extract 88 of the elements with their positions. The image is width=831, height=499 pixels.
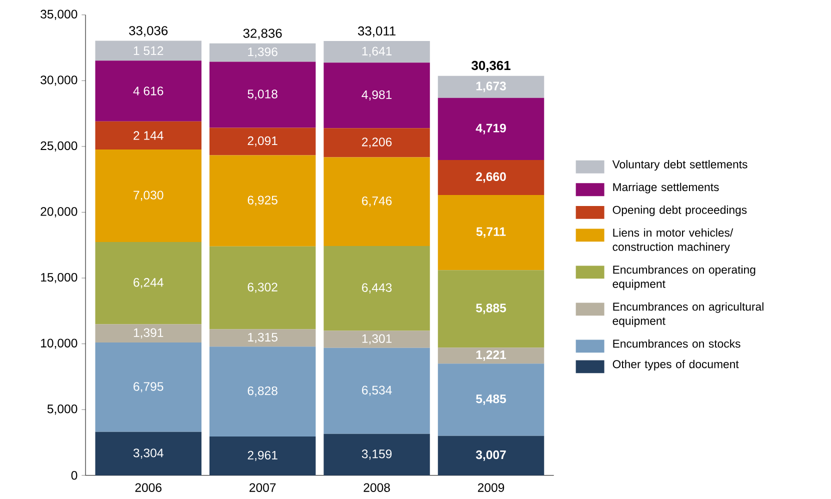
bar — [209, 329, 316, 347]
data-label: 4,719 — [476, 124, 506, 134]
data-label: 4,981 — [362, 90, 392, 101]
y-tick-label: 35,000 — [40, 10, 78, 20]
bar — [438, 76, 544, 98]
data-label: 6,795 — [134, 382, 164, 392]
data-label: 1,221 — [476, 350, 506, 362]
bar — [209, 128, 316, 156]
bar — [324, 62, 430, 128]
bar — [209, 346, 316, 437]
bar — [95, 342, 202, 432]
bar — [209, 436, 316, 476]
data-label: 5,885 — [476, 304, 506, 314]
data-label: 2,660 — [476, 172, 506, 183]
bar — [438, 160, 544, 196]
data-label: 3,304 — [133, 448, 164, 459]
bar — [438, 436, 544, 476]
y-tick-label: 15,000 — [41, 273, 78, 284]
data-label: 5,485 — [476, 394, 506, 406]
bar — [95, 60, 202, 122]
total-label: 30,361 — [472, 61, 510, 72]
data-label: 2,206 — [362, 138, 392, 148]
bar — [438, 364, 544, 436]
x-tick-label: 2007 — [250, 483, 276, 492]
y-tick-label: 0 — [71, 471, 78, 480]
bar — [209, 44, 316, 62]
total-label: 33,036 — [129, 26, 168, 37]
bar — [324, 348, 430, 434]
bar — [438, 270, 544, 348]
bar — [209, 246, 316, 330]
data-label: 2 144 — [134, 131, 164, 140]
data-label: 6,828 — [248, 386, 278, 397]
x-tick-label: 2009 — [478, 483, 504, 492]
bar — [324, 434, 430, 476]
data-label: 6,244 — [134, 278, 164, 288]
data-label: 5,018 — [248, 90, 278, 100]
bar — [95, 122, 202, 150]
data-label: 6,443 — [362, 283, 392, 294]
data-label: 3,159 — [362, 450, 392, 460]
bar — [438, 98, 544, 160]
data-label: 6,746 — [362, 196, 392, 207]
bar — [438, 348, 544, 364]
data-label: 6,925 — [248, 196, 278, 206]
data-label: 4 616 — [133, 86, 164, 96]
data-label: 1,391 — [134, 328, 164, 339]
bar — [95, 324, 202, 343]
data-label: 7,030 — [134, 190, 164, 202]
total-label: 33,011 — [358, 26, 396, 38]
legend-label: Encumbrances on agricultural equipment — [612, 302, 764, 328]
legend-label: Encumbrances on stocks — [613, 339, 740, 348]
legend-label: Encumbrances on operating equipment — [612, 265, 756, 290]
data-label: 1,673 — [476, 82, 506, 92]
data-label: 5,711 — [476, 228, 506, 238]
y-tick-label: 20,000 — [40, 207, 78, 218]
bar — [324, 128, 430, 158]
legend-label: Liens in motor vehicles/ construction machinery — [612, 228, 734, 254]
legend-label: Opening debt proceedings — [612, 206, 747, 216]
data-label: 1,396 — [248, 48, 278, 58]
bar — [95, 150, 202, 242]
bar — [209, 62, 316, 128]
legend-label: Other types of document — [612, 360, 739, 371]
bar — [438, 195, 544, 270]
bar — [324, 41, 430, 63]
bar — [324, 157, 430, 246]
x-tick-label: 2006 — [135, 483, 162, 492]
y-tick-label: 10,000 — [41, 338, 78, 350]
bar — [209, 155, 316, 247]
data-label: 6,534 — [362, 386, 392, 396]
bar — [95, 40, 202, 61]
legend-label: Voluntary debt settlements — [612, 160, 748, 171]
data-label: 1 512 — [134, 46, 164, 56]
bar — [95, 242, 202, 324]
data-label: 1,315 — [248, 333, 278, 344]
y-tick-label: 25,000 — [40, 142, 78, 152]
total-label: 32,836 — [243, 28, 282, 40]
y-tick-label: 30,000 — [40, 76, 78, 86]
y-tick-label: 5,000 — [47, 404, 78, 415]
x-tick-label: 2008 — [364, 483, 390, 492]
data-label: 2,091 — [248, 136, 278, 147]
bar — [95, 432, 202, 476]
bar — [324, 330, 430, 348]
data-label: 3,007 — [476, 450, 506, 462]
bar — [324, 246, 430, 331]
legend-label: Marriage settlements — [613, 182, 719, 194]
data-label: 2,961 — [248, 451, 278, 462]
data-label: 6,302 — [248, 282, 278, 294]
data-label: 1,301 — [362, 334, 392, 345]
data-label: 1,641 — [362, 46, 392, 58]
